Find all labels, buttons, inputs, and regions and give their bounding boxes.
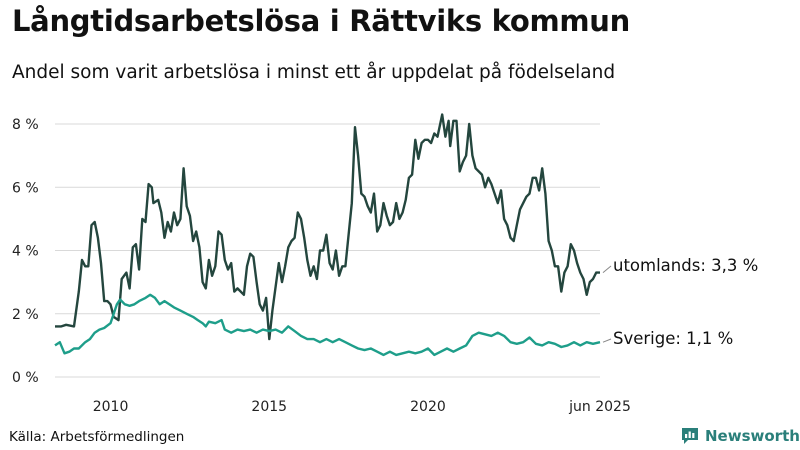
grid-lines xyxy=(55,123,600,378)
brand-logo: Newsworthy xyxy=(680,426,800,446)
x-tick-label: 2015 xyxy=(251,399,287,415)
y-tick-label: 2 % xyxy=(12,307,39,323)
y-tick-label: 6 % xyxy=(12,180,39,196)
series-end-label: utomlands: 3,3 % xyxy=(613,256,758,275)
x-tick-label: jun 2025 xyxy=(568,399,631,415)
source-note: Källa: Arbetsförmedlingen xyxy=(9,429,185,445)
x-tick-label: 2010 xyxy=(93,399,129,415)
series-line-utomlands xyxy=(55,113,600,341)
y-tick-label: 8 % xyxy=(12,117,39,133)
y-tick-label: 0 % xyxy=(12,370,39,386)
x-tick-label: 2020 xyxy=(410,399,446,415)
end-label-connector xyxy=(602,265,612,274)
series-end-label: Sverige: 1,1 % xyxy=(613,329,733,348)
end-label-connector xyxy=(602,338,612,343)
series-end-labels: utomlands: 3,3 % Sverige: 1,1 % xyxy=(602,256,758,348)
bar-chart-speech-icon xyxy=(682,428,698,444)
chart-subtitle: Andel som varit arbetslösa i minst ett å… xyxy=(12,62,616,83)
series-lines xyxy=(54,113,601,357)
axis-labels: 0 % 2 % 4 % 6 % 8 % 2010 2015 2020 jun 2025 xyxy=(12,117,631,415)
brand-name: Newsworthy xyxy=(705,427,800,445)
series-line-sverige xyxy=(54,293,601,357)
chart-title: Långtidsarbetslösa i Rättviks kommun xyxy=(12,4,630,38)
y-tick-label: 4 % xyxy=(12,244,39,260)
